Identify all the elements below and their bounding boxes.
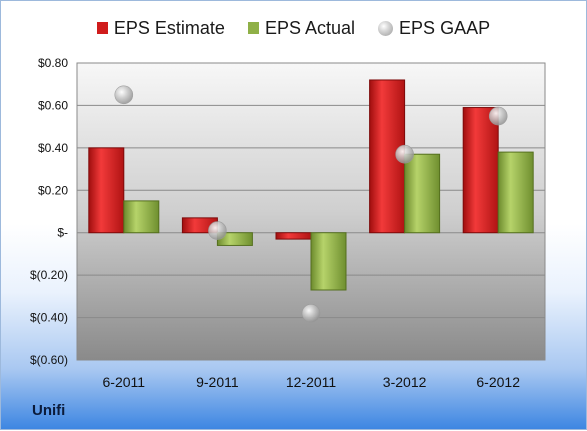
legend-marker-gaap: [378, 21, 394, 36]
bar-eps-actual: [310, 232, 347, 291]
legend-label-gaap: EPS GAAP: [399, 18, 491, 38]
plot-border: [76, 62, 546, 361]
y-tick-label: $-: [57, 226, 68, 240]
x-tick-label: 3-2012: [383, 374, 427, 390]
y-tick-label: $(0.20): [30, 268, 68, 282]
legend-item-actual: EPS Actual: [247, 18, 356, 39]
y-tick-label: $0.20: [38, 183, 68, 197]
x-tick-label: 12-2011: [286, 374, 337, 390]
chart-legend: EPS Estimate EPS Actual EPS GAAP: [1, 18, 587, 39]
y-tick-label: $0.80: [38, 56, 68, 70]
bar-eps-actual: [404, 153, 441, 234]
legend-item-gaap: EPS GAAP: [378, 18, 490, 39]
x-tick-label: 6-2012: [476, 374, 520, 390]
y-tick-label: $0.60: [38, 98, 68, 112]
bar-eps-estimate: [275, 232, 312, 240]
marker-eps-gaap: [301, 304, 321, 323]
bar-eps-actual: [123, 200, 160, 234]
company-name: Unifi: [32, 402, 66, 419]
legend-label-actual: EPS Actual: [264, 18, 356, 38]
bar-eps-actual: [497, 151, 534, 234]
y-tick-label: $0.40: [38, 141, 68, 155]
marker-eps-gaap: [488, 106, 508, 126]
x-tick-label: 9-2011: [196, 374, 239, 390]
legend-item-estimate: EPS Estimate: [96, 18, 225, 39]
marker-eps-gaap: [208, 221, 227, 240]
x-tick-label: 6-2011: [103, 374, 146, 390]
legend-swatch-estimate: [96, 22, 108, 34]
bar-eps-estimate: [88, 147, 125, 234]
bar-eps-estimate: [462, 107, 499, 234]
legend-swatch-actual: [247, 22, 259, 34]
legend-label-estimate: EPS Estimate: [113, 18, 225, 38]
marker-eps-gaap: [114, 85, 134, 105]
y-tick-label: $(0.60): [30, 353, 68, 367]
marker-eps-gaap: [395, 144, 414, 164]
y-tick-label: $(0.40): [30, 311, 68, 325]
